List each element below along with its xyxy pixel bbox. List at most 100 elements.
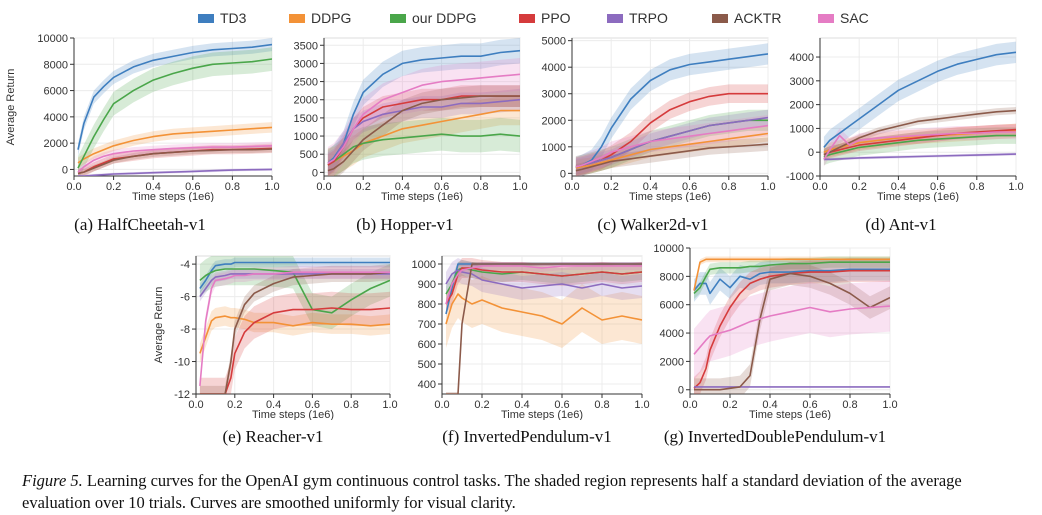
band-ddpg xyxy=(694,256,890,294)
y-tick-label: 2000 xyxy=(294,95,318,107)
line-trpo xyxy=(78,168,272,176)
y-tick-label: 8000 xyxy=(660,271,684,283)
chart-panel-a-halfcheetah-v1: 0 2000 4000 6000 8000 10000 0.0 0.2 0.4 0.6 0.8 1.0… xyxy=(0,33,280,207)
line-acktr xyxy=(823,109,1016,156)
y-tick-label: 1000 xyxy=(412,259,436,271)
y-tick-label: 4000 xyxy=(660,328,684,340)
x-tick-label: 1.0 xyxy=(634,399,649,411)
y-tick-label: 5000 xyxy=(542,36,566,48)
x-tick-label: 0.6 xyxy=(434,181,449,193)
x-tick-label: 0.8 xyxy=(969,181,984,193)
chart-svg: 400 500 600 700 800 900 1000 0.0 0.2 0.4 0.6 0.8 1.0… xyxy=(412,255,650,421)
line-acktr xyxy=(327,95,520,172)
line-td3 xyxy=(575,53,768,169)
band-ppo xyxy=(694,259,890,394)
line-td3 xyxy=(199,261,390,289)
band-ddpg xyxy=(78,122,272,169)
legend-item-sac: SAC xyxy=(818,6,869,30)
legend-swatch xyxy=(818,13,834,23)
y-tick-label: 0 xyxy=(62,164,68,176)
y-tick-label: 2000 xyxy=(44,138,68,150)
band-ddpg xyxy=(446,270,642,348)
series-group xyxy=(327,38,520,176)
x-tick-label: 0.0 xyxy=(564,181,579,193)
series-group xyxy=(693,256,890,394)
x-axis-title: Time steps (1e6) xyxy=(132,191,214,202)
y-tick-label: 6000 xyxy=(44,86,68,98)
line-ppo xyxy=(823,128,1016,156)
y-tick-label: 500 xyxy=(418,359,436,371)
x-tick-label: 0.0 xyxy=(812,181,827,193)
chart-panel-f-invertedpendulum-v1: 400 500 600 700 800 900 1000 0.0 0.2 0.4 0.6 0.8 1.0… xyxy=(404,252,650,425)
x-tick-label: 0.4 xyxy=(266,399,281,411)
x-tick-label: 0.2 xyxy=(852,181,867,193)
x-tick-label: 1.0 xyxy=(264,181,279,193)
x-axis-title: Time steps (1e6) xyxy=(252,409,334,420)
y-tick-label: 6000 xyxy=(660,300,684,312)
x-tick-label: 0.8 xyxy=(842,399,857,411)
chart-svg: -12 -10 -8 -6 -4 0.0 0.2 0.4 0.6 0.8 1.0 Time steps… xyxy=(153,255,398,421)
legend-item-ddpg: DDPG xyxy=(289,6,351,30)
y-tick-label: 1000 xyxy=(294,131,318,143)
x-tick-label: 0.2 xyxy=(106,181,121,193)
band-td3 xyxy=(327,38,520,176)
chart-panel-g-inverteddoublependulum-v1: 0 2000 4000 6000 8000 10000 0.0 0.2 0.4 0.6 0.8 1.0… xyxy=(652,243,898,425)
chart-svg: 0 500 1000 1500 2000 2500 3000 3500 0.0 0.2 0.4 0.6… xyxy=(294,37,528,203)
y-tick-label: 0 xyxy=(560,168,566,180)
series-group xyxy=(575,43,768,176)
y-tick-label: -8 xyxy=(180,324,190,336)
x-tick-label: 0.4 xyxy=(514,399,529,411)
x-tick-label: 0.0 xyxy=(188,399,203,411)
line-trpo xyxy=(823,153,1016,161)
y-tick-label: 3000 xyxy=(294,58,318,70)
line-acktr xyxy=(694,272,890,391)
legend-item-td3: TD3 xyxy=(198,6,246,30)
band-sac xyxy=(575,115,768,176)
y-tick-label: 4000 xyxy=(542,62,566,74)
x-tick-label: 0.6 xyxy=(185,181,200,193)
legend-swatch xyxy=(519,13,535,23)
chart-panel-e-reacher-v1: -12 -10 -8 -6 -4 0.0 0.2 0.4 0.6 0.8 1.0 Time steps… xyxy=(148,252,398,425)
band-ppo xyxy=(78,143,272,176)
band-sac xyxy=(823,124,1016,167)
y-tick-label: 2000 xyxy=(542,115,566,127)
x-tick-label: 0.8 xyxy=(473,181,488,193)
legend-swatch xyxy=(712,13,728,23)
chart-panel-d-ant-v1: -1000 0 1000 2000 3000 4000 0.0 0.2 0.4 0.6 0.8 1.0… xyxy=(778,34,1024,207)
y-tick-label: -4 xyxy=(180,259,190,271)
x-tick-label: 1.0 xyxy=(382,399,397,411)
y-tick-label: 2000 xyxy=(790,100,814,112)
x-tick-label: 1.0 xyxy=(512,181,527,193)
band-acktr xyxy=(694,262,890,394)
y-tick-label: -6 xyxy=(180,292,190,304)
chart-caption: (e) Reacher-v1 xyxy=(222,427,324,446)
x-tick-label: 0.2 xyxy=(604,181,619,193)
y-tick-label: 4000 xyxy=(790,52,814,64)
y-tick-label: 1500 xyxy=(294,113,318,125)
y-tick-label: 8000 xyxy=(44,59,68,71)
legend-label: SAC xyxy=(840,10,869,26)
y-tick-label: 800 xyxy=(418,299,436,311)
x-tick-label: 0.0 xyxy=(434,399,449,411)
chart-caption: (g) InvertedDoublePendulum-v1 xyxy=(663,427,887,446)
legend: TD3 DDPG our DDPG PPO TRPO ACKTR SAC xyxy=(0,6,1042,32)
legend-item-our-ddpg: our DDPG xyxy=(390,6,477,30)
y-tick-label: -1000 xyxy=(786,171,814,183)
band-acktr xyxy=(199,264,390,394)
line-td3 xyxy=(823,51,1016,148)
band-trpo xyxy=(199,269,390,302)
x-tick-label: 1.0 xyxy=(760,181,775,193)
y-tick-label: 500 xyxy=(300,149,318,161)
y-tick-label: 1000 xyxy=(542,142,566,154)
x-tick-label: 0.8 xyxy=(594,399,609,411)
line-our-ddpg xyxy=(77,58,272,169)
x-tick-label: 0.6 xyxy=(554,399,569,411)
x-axis-title: Time steps (1e6) xyxy=(877,191,959,202)
line-ddpg xyxy=(575,132,768,169)
y-axis-title: Average Return xyxy=(153,287,165,364)
legend-swatch xyxy=(198,13,214,23)
y-tick-label: 700 xyxy=(418,319,436,331)
x-tick-label: 0.4 xyxy=(395,181,410,193)
legend-label: DDPG xyxy=(311,10,352,26)
line-our-ddpg xyxy=(199,268,390,314)
